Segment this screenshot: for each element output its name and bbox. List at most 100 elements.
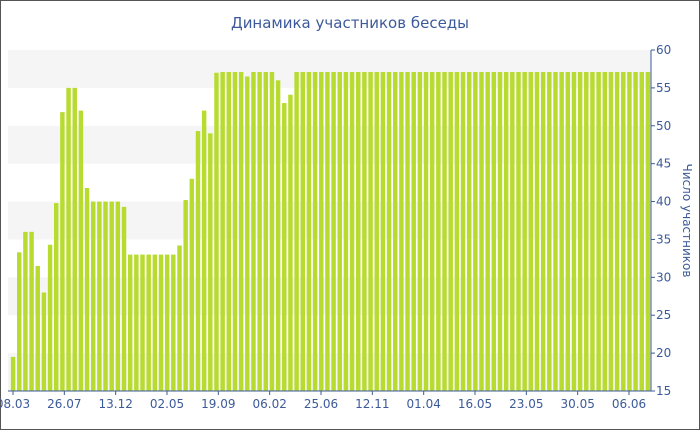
x-tick-label-4: 19.09 (201, 397, 235, 411)
bar-16 (109, 201, 114, 391)
bar-12 (84, 187, 90, 391)
bar-41 (263, 71, 268, 391)
x-tick-label-5: 06.02 (252, 397, 286, 411)
bar-25 (164, 254, 170, 391)
bar-80 (503, 71, 509, 391)
bar-26 (171, 254, 176, 391)
bar-51 (325, 71, 330, 391)
bar-68 (429, 71, 435, 391)
bar-42 (269, 71, 275, 391)
bar-35 (226, 71, 232, 391)
bar-97 (608, 71, 614, 391)
bar-10 (72, 87, 77, 391)
bar-74 (466, 71, 472, 391)
bar-28 (183, 200, 188, 391)
bar-98 (614, 71, 620, 391)
bar-61 (386, 71, 392, 391)
x-tick-label-2: 13.12 (98, 397, 132, 411)
bar-78 (491, 71, 497, 391)
bar-100 (627, 71, 632, 391)
bar-0 (10, 356, 16, 391)
bar-23 (152, 254, 158, 391)
bar-77 (485, 71, 490, 391)
bar-103 (645, 71, 651, 391)
bar-90 (565, 71, 571, 391)
bar-20 (134, 254, 139, 391)
bar-4 (35, 265, 40, 391)
bar-13 (90, 201, 96, 391)
y-tick-label-8: 55 (656, 81, 671, 95)
bar-75 (473, 71, 478, 391)
bar-31 (201, 110, 207, 392)
bar-43 (275, 80, 281, 391)
bar-85 (534, 71, 540, 391)
chart-title: Динамика участников беседы (230, 14, 470, 32)
bar-62 (393, 71, 398, 391)
bar-64 (405, 71, 410, 391)
bar-30 (195, 131, 201, 391)
bar-5 (41, 292, 47, 391)
y-tick-label-2: 25 (656, 308, 671, 322)
bar-81 (510, 71, 515, 391)
x-tick-label-9: 16.05 (458, 397, 492, 411)
y-tick-label-9: 60 (656, 43, 671, 57)
bar-88 (553, 71, 558, 391)
bar-86 (540, 71, 546, 391)
y-tick-label-0: 15 (656, 384, 671, 398)
bar-96 (602, 71, 607, 391)
bar-3 (29, 231, 34, 391)
bar-55 (349, 71, 355, 391)
bars-group (10, 71, 651, 392)
y-tick-label-7: 50 (656, 119, 671, 133)
bar-72 (454, 71, 460, 391)
bar-46 (294, 71, 299, 391)
bar-11 (78, 110, 84, 392)
y-tick-label-3: 30 (656, 270, 671, 284)
bar-59 (374, 71, 379, 391)
x-axis: 08.03 26.07 13.12 02.05 19.09 06.02 25.06 12.11… (0, 390, 651, 411)
bar-19 (127, 254, 133, 391)
bar-39 (251, 71, 256, 391)
bar-24 (158, 254, 164, 391)
bar-33 (214, 72, 219, 391)
bar-76 (479, 71, 484, 391)
bar-15 (103, 201, 108, 391)
bar-29 (189, 178, 195, 391)
bar-93 (584, 71, 589, 391)
y-axis-label: Число участников (680, 164, 694, 278)
bar-14 (97, 201, 102, 391)
bar-99 (621, 71, 626, 391)
bar-7 (54, 203, 59, 391)
bar-36 (232, 71, 238, 391)
bar-38 (245, 76, 250, 392)
x-tick-label-3: 02.05 (150, 397, 184, 411)
x-tick-label-6: 25.06 (304, 397, 338, 411)
bar-60 (380, 71, 386, 391)
bar-34 (220, 71, 225, 391)
x-tick-label-10: 23.05 (509, 397, 543, 411)
x-tick-label-0: 08.03 (0, 397, 30, 411)
bar-58 (368, 71, 373, 391)
bar-56 (356, 71, 361, 391)
bar-45 (288, 94, 293, 392)
bar-82 (516, 71, 521, 391)
bar-1 (17, 252, 22, 391)
bar-2 (23, 231, 28, 391)
bar-49 (312, 71, 318, 391)
bar-21 (140, 254, 145, 391)
bar-17 (115, 201, 121, 391)
bar-37 (238, 71, 244, 391)
bar-40 (257, 71, 262, 391)
bar-44 (282, 103, 287, 391)
x-tick-label-7: 12.11 (355, 397, 389, 411)
bar-9 (66, 87, 71, 391)
bar-32 (208, 133, 213, 392)
bar-69 (436, 71, 441, 391)
bar-91 (571, 71, 577, 391)
bar-70 (442, 71, 447, 391)
x-tick-label-11: 30.05 (560, 397, 594, 411)
y-tick-label-6: 45 (656, 157, 671, 171)
x-tick-label-8: 01.04 (406, 397, 440, 411)
y-tick-label-4: 35 (656, 232, 671, 246)
